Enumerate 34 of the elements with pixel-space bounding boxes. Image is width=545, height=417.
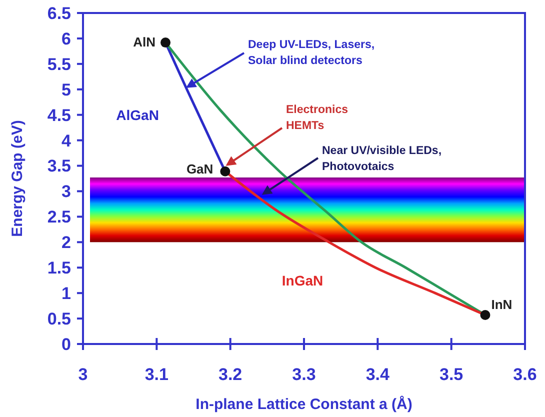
x-tick-label: 3.1 — [144, 365, 168, 384]
x-tick-label: 3 — [78, 365, 88, 384]
text: AlGaN — [116, 106, 159, 123]
y-tick-label: 0 — [62, 334, 71, 354]
x-tick-label: 3.2 — [218, 365, 242, 384]
y-tick-label: 1 — [62, 284, 71, 304]
x-tick-label: 3.4 — [366, 365, 390, 384]
y-tick-label: 2 — [62, 233, 71, 252]
x-axis-title: In-plane Lattice Constant a (Å) — [196, 395, 412, 413]
y-tick-label: 4.5 — [47, 106, 71, 125]
annotation: AlN — [133, 34, 156, 50]
text: InGaN — [282, 272, 324, 288]
x-tick-label: 3.3 — [292, 365, 316, 384]
y-tick-label: 0.5 — [47, 309, 71, 328]
annotation: InN — [491, 296, 512, 312]
y-tick-label: 1.5 — [47, 258, 71, 278]
y-tick-label: 5.5 — [47, 54, 71, 74]
annotation: Electronics HEMTs — [286, 104, 348, 132]
y-tick-label: 6 — [62, 29, 71, 48]
point — [220, 166, 230, 176]
y-tick-label: 6.5 — [47, 4, 71, 23]
y-tick-label: 4 — [62, 131, 72, 150]
y-axis-title: Energy Gap (eV) — [9, 120, 26, 237]
y-tick-label: 3 — [62, 182, 71, 202]
annotation: Deep UV-LEDs, Lasers, Solar blind detectors — [248, 39, 375, 67]
y-tick-label: 2.5 — [47, 208, 71, 227]
y-tick-label: 5 — [62, 80, 71, 100]
annotation: GaN — [186, 161, 214, 176]
x-tick-label: 3.5 — [440, 365, 464, 384]
annotation: Near UV/visible LEDs, Photovotaics — [322, 145, 442, 173]
y-tick-label: 3.5 — [47, 156, 71, 176]
x-tick-label: 3.6 — [513, 365, 537, 384]
point — [480, 310, 490, 320]
point — [160, 38, 171, 48]
